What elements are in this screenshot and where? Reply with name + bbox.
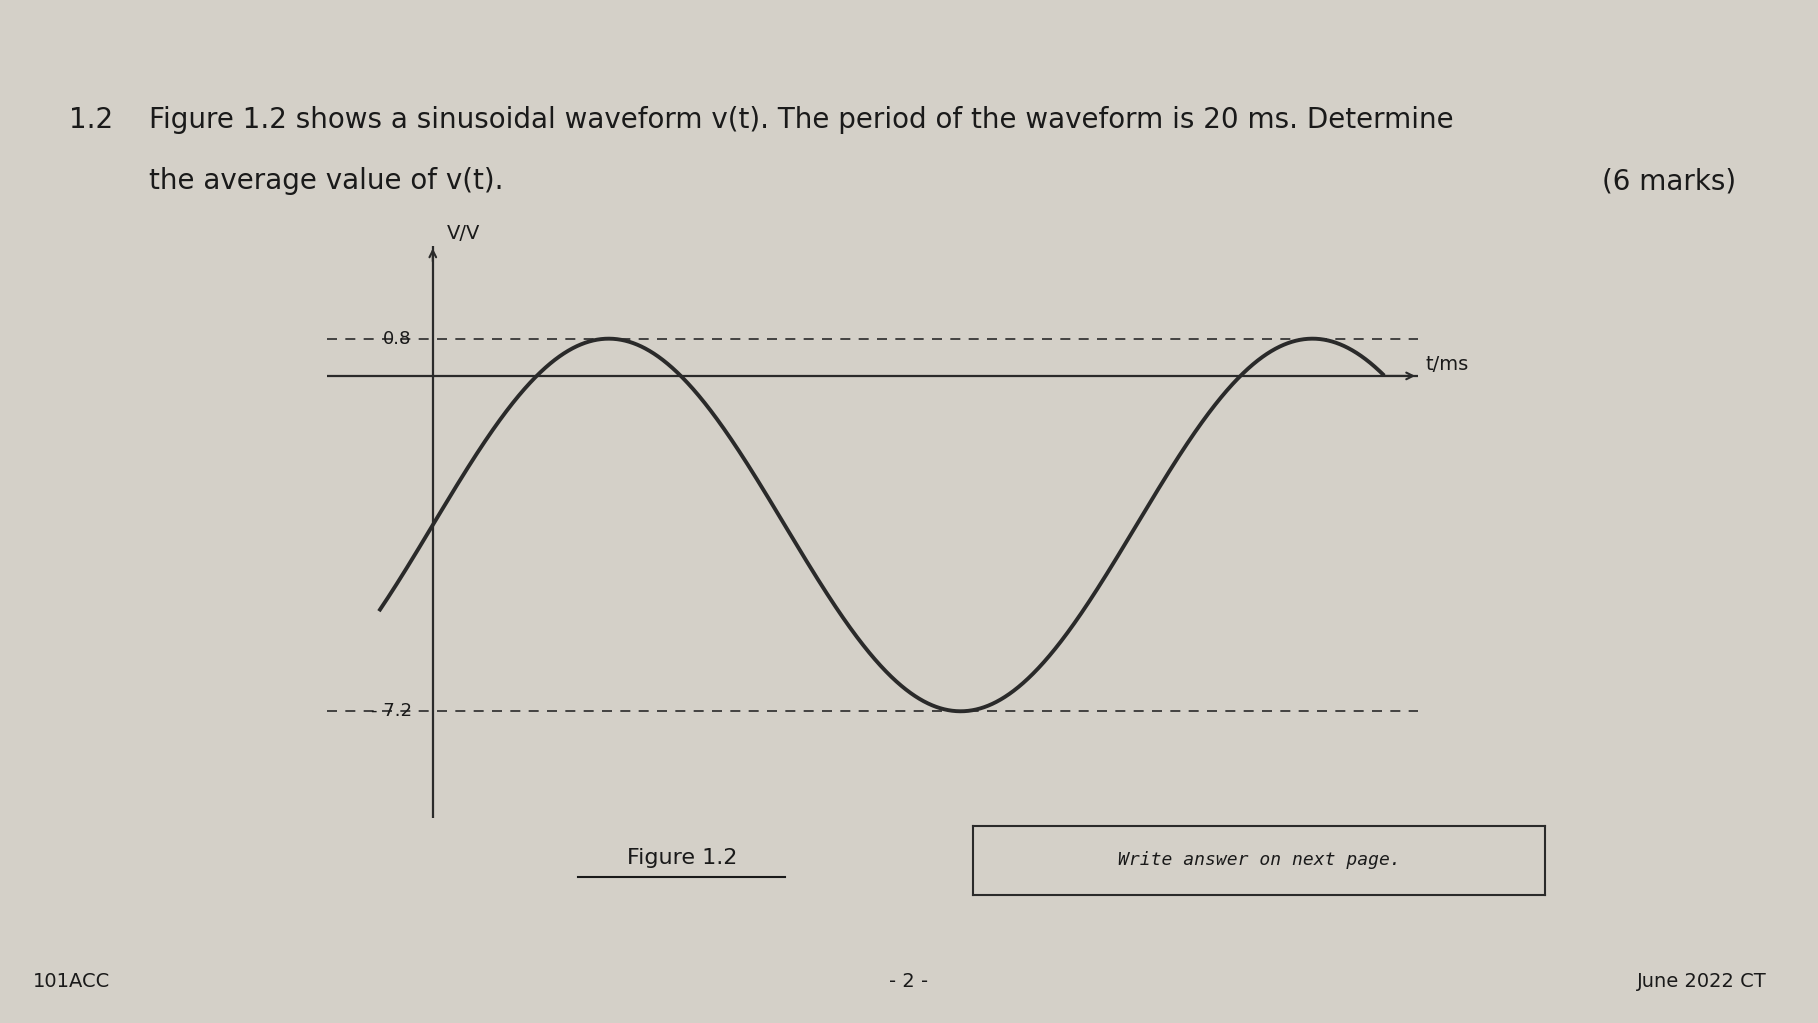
Text: Figure 1.2 shows a sinusoidal waveform v(t). The period of the waveform is 20 ms: Figure 1.2 shows a sinusoidal waveform v…: [149, 105, 1454, 134]
Text: 0.8: 0.8: [384, 329, 411, 348]
Text: t/ms: t/ms: [1425, 355, 1469, 373]
Text: Write answer on next page.: Write answer on next page.: [1118, 851, 1400, 870]
Text: Figure 1.2: Figure 1.2: [627, 848, 736, 869]
Text: (6 marks): (6 marks): [1602, 167, 1736, 195]
Text: 101ACC: 101ACC: [33, 972, 109, 991]
Text: V/V: V/V: [447, 224, 480, 243]
Text: the average value of v(t).: the average value of v(t).: [149, 167, 504, 195]
Text: - 2 -: - 2 -: [889, 972, 929, 991]
Text: - 7.2: - 7.2: [371, 702, 411, 720]
Text: 1.2: 1.2: [69, 105, 113, 134]
Text: June 2022 CT: June 2022 CT: [1638, 972, 1767, 991]
